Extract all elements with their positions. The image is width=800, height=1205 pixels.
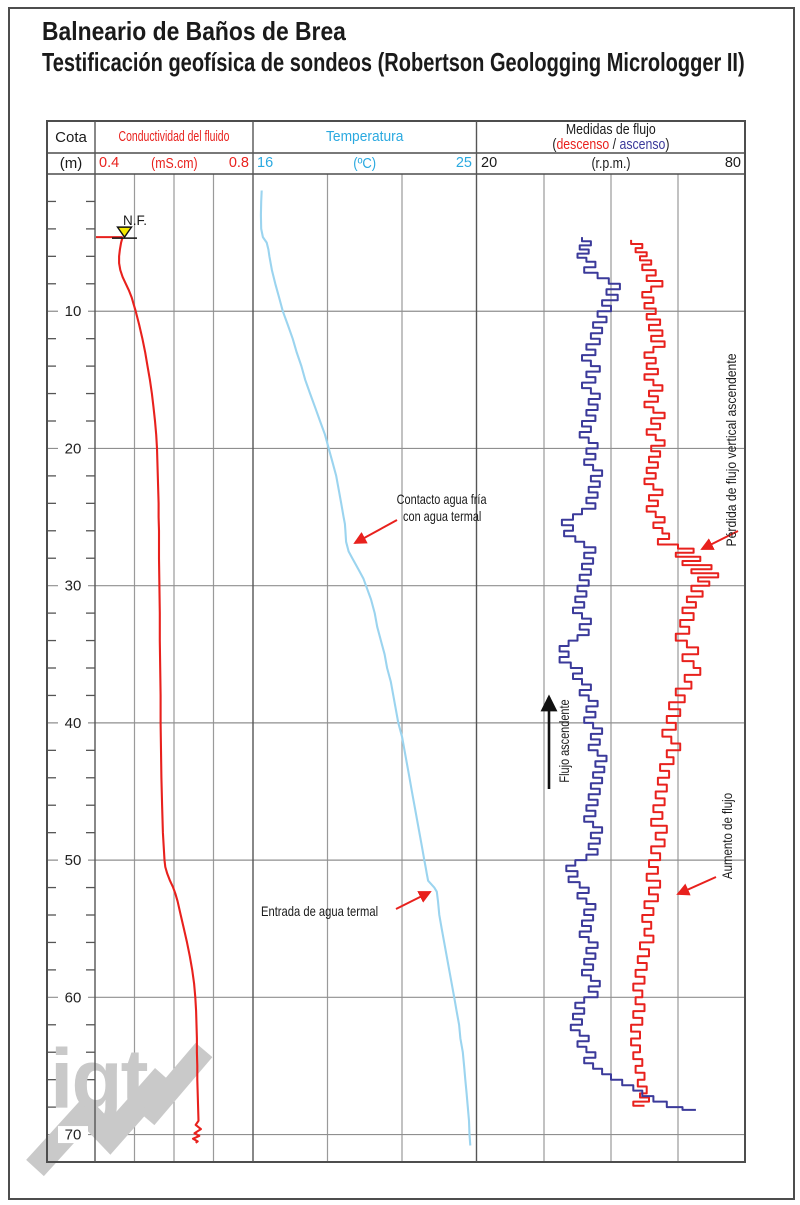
flow-subtitle-separator: / bbox=[609, 137, 620, 153]
flow-subtitle-descent: descenso bbox=[556, 137, 610, 153]
depth-label-mask bbox=[58, 439, 88, 457]
temperature-scale-min: 16 bbox=[257, 155, 274, 171]
flow-track-title: Medidas de flujo bbox=[566, 122, 656, 138]
annotation-flow-loss: Pérdida de flujo vertical ascendente bbox=[723, 353, 739, 547]
conductivity-scale-max: 0.8 bbox=[228, 155, 249, 171]
depth-tick-label: 40 bbox=[65, 715, 82, 732]
conductivity-units-label: (mS.cm) bbox=[150, 155, 198, 172]
flow-scale-min: 20 bbox=[481, 155, 498, 171]
depth-labels: 10 20 30 40 50 60 70 bbox=[58, 302, 88, 1144]
annotation-thermal-inflow: Entrada de agua termal bbox=[261, 903, 379, 919]
table-outer-border bbox=[46, 120, 746, 1163]
igt-watermark-logo: igt bbox=[26, 1032, 213, 1177]
depth-label-mask bbox=[58, 851, 88, 869]
water-table-label: N.F. bbox=[123, 213, 148, 228]
annotation-contact-line2: con agua termal bbox=[402, 508, 482, 524]
depth-tick-label: 20 bbox=[65, 440, 82, 457]
depth-tick-label: 30 bbox=[65, 578, 82, 595]
watermark-text: igt bbox=[50, 1032, 148, 1126]
temperature-units-label: (ºC) bbox=[353, 155, 376, 172]
temperatura-curve bbox=[259, 190, 472, 1146]
flow-increase-arrow bbox=[676, 876, 717, 896]
depth-tick-label: 60 bbox=[65, 989, 82, 1006]
annotation-contact-line1: Contacto agua fría bbox=[397, 491, 487, 507]
page-title-line1: Balneario de Baños de Brea bbox=[42, 16, 346, 46]
annotation-contact: Contacto agua fría con agua termal bbox=[347, 491, 537, 525]
annotation-arrows bbox=[353, 519, 739, 910]
depth-column-units: (m) bbox=[59, 155, 83, 172]
curves bbox=[118, 190, 720, 1146]
depth-label-mask bbox=[58, 302, 88, 320]
depth-label-mask bbox=[58, 988, 88, 1006]
annotation-flow-increase: Aumento de flujo bbox=[719, 792, 735, 880]
flow-subtitle-ascent: ascenso bbox=[619, 137, 666, 153]
thermal-inflow-arrow bbox=[395, 891, 432, 910]
ascenso-curve bbox=[558, 237, 696, 1111]
temperature-track-title: Temperatura bbox=[325, 129, 404, 145]
conductividad-curve bbox=[118, 236, 202, 1144]
depth-tick-label: 70 bbox=[65, 1127, 82, 1144]
annotation-upward-flow: Flujo ascendente bbox=[556, 699, 572, 783]
depth-tick-label: 50 bbox=[65, 852, 82, 869]
conductivity-scale-min: 0.4 bbox=[99, 155, 120, 171]
flow-units-label: (r.p.m.) bbox=[591, 155, 631, 172]
depth-label-mask bbox=[58, 1126, 88, 1144]
water-table-marker bbox=[96, 226, 137, 239]
flow-subtitle-paren-close: ) bbox=[665, 137, 670, 153]
depth-label-mask bbox=[58, 714, 88, 732]
flow-loss-arrow bbox=[700, 530, 739, 550]
flow-subtitle-paren: ( bbox=[552, 137, 557, 153]
water-table-triangle-icon bbox=[116, 226, 133, 239]
depth-column-title: Cota bbox=[55, 128, 87, 146]
flow-track-subtitle: (descenso / ascenso) bbox=[477, 137, 745, 153]
depth-tick-label: 10 bbox=[65, 303, 82, 320]
contact-arrow bbox=[353, 519, 398, 544]
table-frame bbox=[46, 120, 746, 1163]
conductivity-track-title: Conductividad del fluido bbox=[118, 129, 230, 145]
temperature-scale-max: 25 bbox=[455, 155, 472, 171]
page-title-line2: Testificación geofísica de sondeos (Robe… bbox=[42, 47, 745, 77]
flow-scale-max: 80 bbox=[724, 155, 741, 171]
watermark-zigzag bbox=[137, 1042, 213, 1126]
depth-label-mask bbox=[58, 577, 88, 595]
descenso-curve bbox=[630, 239, 720, 1107]
grid bbox=[47, 174, 745, 1162]
